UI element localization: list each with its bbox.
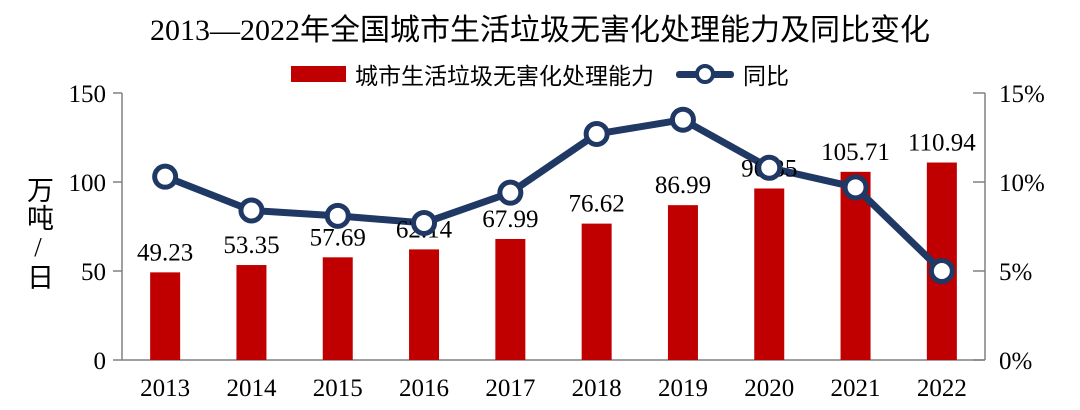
right-axis-tick-label-10%: 10% — [999, 170, 1045, 197]
left-axis-tick-label-50: 50 — [81, 259, 106, 286]
x-tick-label-2018: 2018 — [572, 375, 622, 402]
bar-value-label-2013: 49.23 — [137, 239, 193, 266]
x-tick-label-2019: 2019 — [658, 375, 708, 402]
bar-series-swatch-icon — [291, 66, 346, 82]
line-marker-2022 — [928, 258, 955, 284]
left-axis-tick-label-100: 100 — [69, 170, 107, 197]
hollow-circle-marker-icon — [695, 64, 715, 84]
line-marker-2015 — [324, 202, 351, 229]
bar-value-label-2017: 67.99 — [482, 206, 538, 233]
legend: 城市生活垃圾无害化处理能力 同比 — [0, 57, 1080, 91]
bar-2015 — [322, 257, 353, 360]
bar-2013 — [150, 272, 181, 360]
left-axis-title: 万吨/日 — [23, 176, 53, 291]
bar-2020 — [754, 188, 785, 360]
x-tick-label-2017: 2017 — [485, 375, 535, 402]
line-marker-2013 — [152, 163, 179, 190]
bar-value-label-2014: 53.35 — [223, 232, 279, 259]
bar-2016 — [409, 249, 440, 360]
line-marker-2016 — [411, 209, 438, 236]
x-tick-label-2021: 2021 — [831, 375, 881, 402]
line-marker-2020 — [756, 154, 783, 181]
x-tick-label-2014: 2014 — [226, 375, 277, 402]
bar-2021 — [840, 171, 871, 360]
line-marker-2018 — [583, 120, 610, 147]
legend-label-line-series: 同比 — [743, 64, 789, 89]
bar-value-label-2021: 105.71 — [821, 139, 890, 166]
line-marker-2014 — [238, 197, 265, 224]
line-marker-2017 — [497, 179, 524, 206]
x-tick-label-2016: 2016 — [399, 375, 449, 402]
bar-value-label-2022: 110.94 — [908, 130, 976, 157]
x-tick-label-2020: 2020 — [744, 375, 794, 402]
x-tick-label-2022: 2022 — [917, 375, 967, 402]
bar-2017 — [495, 238, 526, 360]
bar-2019 — [667, 205, 698, 360]
legend-item-line-series: 同比 — [654, 57, 789, 91]
x-tick-label-2015: 2015 — [313, 375, 363, 402]
line-series-marker-icon — [676, 64, 734, 84]
right-axis-tick-label-15%: 15% — [999, 81, 1045, 108]
x-tick-label-2013: 2013 — [140, 375, 190, 402]
line-marker-2019 — [669, 106, 696, 133]
bar-value-label-2018: 76.62 — [569, 191, 625, 218]
left-axis-tick-label-150: 150 — [69, 81, 107, 108]
right-axis-tick-label-5%: 5% — [999, 259, 1032, 286]
legend-item-bar-series: 城市生活垃圾无害化处理能力 — [291, 57, 654, 91]
yoy-line — [161, 116, 946, 275]
bar-2014 — [236, 265, 267, 360]
left-axis-tick-label-0: 0 — [94, 348, 107, 375]
bar-value-label-2019: 86.99 — [655, 172, 711, 199]
line-marker-2021 — [842, 174, 869, 201]
right-axis-tick-label-0%: 0% — [999, 348, 1032, 375]
bar-2018 — [581, 223, 612, 360]
chart-title: 2013—2022年全国城市生活垃圾无害化处理能力及同比变化 — [150, 14, 930, 47]
legend-label-bar-series: 城市生活垃圾无害化处理能力 — [355, 64, 654, 89]
